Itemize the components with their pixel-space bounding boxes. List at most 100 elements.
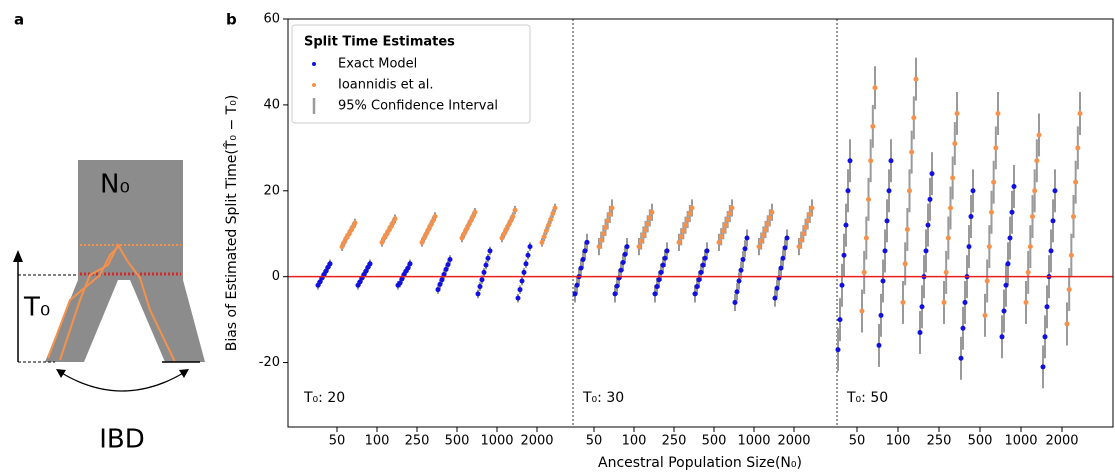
point — [539, 239, 545, 245]
point — [652, 291, 658, 297]
y-tick-label: 20 — [263, 183, 280, 198]
point — [543, 228, 549, 234]
x-tick-label: 2000 — [520, 434, 553, 449]
point — [341, 239, 347, 245]
point — [1011, 183, 1017, 189]
point — [622, 251, 628, 257]
point — [603, 224, 608, 230]
population-label: N₀ — [100, 170, 130, 200]
point — [390, 220, 396, 226]
point — [392, 216, 398, 222]
point — [582, 248, 588, 254]
point — [774, 285, 780, 291]
point — [986, 244, 992, 250]
point — [835, 347, 841, 353]
point — [1025, 269, 1031, 275]
point — [767, 215, 773, 221]
point — [847, 158, 853, 164]
legend-marker — [312, 83, 316, 87]
point — [720, 228, 726, 234]
point — [837, 317, 843, 323]
point — [612, 291, 618, 297]
point — [680, 228, 686, 234]
x-tick-label: 100 — [365, 434, 390, 449]
point — [405, 265, 411, 271]
point — [913, 76, 919, 82]
point — [437, 281, 443, 287]
point — [1068, 252, 1074, 258]
point — [763, 226, 768, 232]
point — [443, 266, 449, 272]
point — [379, 239, 385, 245]
point — [995, 110, 1001, 116]
point — [676, 239, 682, 245]
point — [700, 262, 706, 268]
point — [519, 278, 525, 284]
point — [660, 262, 666, 268]
point — [772, 295, 778, 301]
point — [878, 312, 884, 318]
point — [1036, 132, 1042, 138]
point — [350, 224, 356, 230]
point — [962, 299, 968, 305]
x-tick-label: 250 — [405, 434, 430, 449]
x-tick-label: 1000 — [480, 434, 513, 449]
point — [1073, 179, 1079, 185]
point — [909, 149, 915, 155]
point — [904, 226, 910, 232]
point — [636, 244, 642, 250]
point — [463, 226, 469, 232]
point — [845, 188, 851, 194]
point — [468, 218, 474, 224]
point — [487, 248, 493, 254]
point — [397, 280, 403, 286]
point — [348, 228, 354, 234]
point — [572, 291, 578, 297]
point — [1066, 287, 1072, 293]
point — [917, 330, 923, 336]
point — [523, 261, 529, 267]
x-axis-label: Ancestral Population Size(N₀) — [598, 455, 802, 471]
point — [584, 239, 590, 245]
point — [870, 123, 876, 129]
point — [527, 244, 533, 250]
point — [550, 211, 556, 217]
point — [596, 244, 602, 250]
point — [481, 269, 487, 275]
point — [784, 235, 790, 241]
point — [607, 211, 613, 217]
point — [1027, 244, 1033, 250]
point — [888, 158, 894, 164]
point — [614, 283, 620, 289]
lineage — [47, 244, 121, 359]
point — [991, 179, 997, 185]
point — [501, 231, 507, 237]
point — [466, 222, 471, 228]
point — [872, 85, 878, 91]
point — [521, 269, 527, 275]
point — [950, 175, 956, 181]
point — [386, 228, 391, 234]
point — [432, 214, 438, 220]
plot-frame — [287, 18, 1114, 428]
point — [578, 265, 584, 271]
point — [479, 277, 485, 283]
point — [923, 248, 929, 254]
legend-box — [291, 24, 531, 124]
point — [945, 235, 951, 241]
point — [902, 261, 908, 267]
point — [984, 278, 990, 284]
point — [954, 110, 960, 116]
point — [798, 237, 804, 243]
point — [574, 282, 580, 288]
point — [1077, 110, 1083, 116]
point — [506, 222, 511, 228]
point — [993, 145, 999, 151]
x-tick-label: 500 — [968, 434, 993, 449]
point — [732, 299, 738, 305]
point — [843, 222, 849, 228]
point — [475, 291, 481, 297]
point — [421, 235, 427, 241]
point — [1042, 334, 1048, 340]
